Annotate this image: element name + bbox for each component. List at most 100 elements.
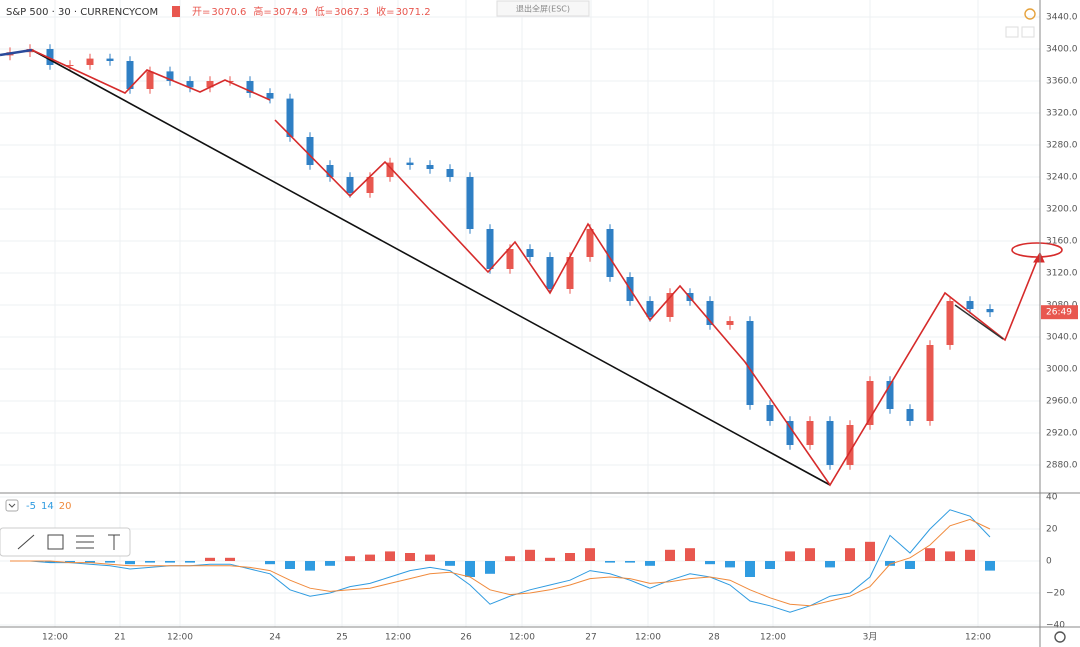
indicator-param: -5 xyxy=(26,501,36,512)
flag-icon[interactable] xyxy=(172,6,180,17)
histogram-bar xyxy=(345,556,355,561)
candle-body xyxy=(566,257,574,289)
y-tick-label: 2960.0 xyxy=(1046,397,1078,407)
histogram-bar xyxy=(185,561,195,563)
candle-body xyxy=(606,229,614,277)
toolbar xyxy=(0,527,131,557)
candle-body xyxy=(406,162,414,165)
axes: 3440.0 3400.0 3360.0 3320.0 3280.0 3240.0 3200… xyxy=(42,13,1078,643)
y-tick-label: 3000.0 xyxy=(1046,365,1078,375)
histogram-bar xyxy=(305,561,315,571)
x-tick-label: 12:00 xyxy=(965,633,991,643)
x-tick-label: 3月 xyxy=(863,632,878,643)
histogram-bar xyxy=(865,541,875,561)
candle-body xyxy=(846,425,854,465)
price-tag xyxy=(1041,305,1078,320)
candle-body xyxy=(866,381,874,425)
trend-line xyxy=(0,48,33,57)
x-tick-label: 12:00 xyxy=(760,633,786,643)
y-tick-label: −20 xyxy=(1046,589,1065,599)
ohlc-value: 3067.3 xyxy=(334,7,369,18)
histogram-bar xyxy=(745,561,755,577)
candle-body xyxy=(826,421,834,465)
histogram-bar xyxy=(65,561,75,563)
candle-body xyxy=(746,321,754,405)
tool-fib[interactable] xyxy=(76,535,94,549)
arrow xyxy=(954,304,1004,340)
x-tick-label: 28 xyxy=(708,633,720,643)
indicator-param: 20 xyxy=(59,501,72,512)
candle-body xyxy=(306,137,314,165)
ohlc-value: 3071.2 xyxy=(396,7,431,18)
candle-body xyxy=(466,177,474,229)
chevron xyxy=(8,503,16,508)
zigzag xyxy=(274,119,1041,487)
candle-body xyxy=(806,421,814,445)
candle-body xyxy=(486,229,494,269)
countdown: 26:49 xyxy=(1046,308,1072,318)
histogram-bar xyxy=(105,561,115,563)
histogram-bar xyxy=(385,551,395,561)
ohlc-label: 开= xyxy=(192,7,210,18)
tool-text[interactable] xyxy=(108,534,120,550)
y-tick-label: 40 xyxy=(1046,493,1058,503)
y-tick-label: 2920.0 xyxy=(1046,429,1078,439)
histogram-bar xyxy=(565,553,575,561)
y-tick-label: 20 xyxy=(1046,525,1058,535)
x-tick-label: 27 xyxy=(585,633,596,643)
candle-body xyxy=(426,165,434,169)
histogram-bar xyxy=(825,561,835,568)
histogram-bar xyxy=(705,561,715,565)
candle-body xyxy=(926,345,934,421)
trend-line xyxy=(31,49,831,486)
target-ellipse xyxy=(1011,242,1063,258)
histogram-bar xyxy=(605,561,615,563)
y-tick-label: 3120.0 xyxy=(1046,269,1078,279)
histogram-bar xyxy=(125,561,135,565)
collapse-button[interactable] xyxy=(5,499,19,512)
scroll-button[interactable] xyxy=(1005,26,1019,38)
tool-rect[interactable] xyxy=(47,534,64,550)
y-tick-label: 3400.0 xyxy=(1046,45,1078,55)
candle-body xyxy=(786,421,794,445)
histogram-bar xyxy=(765,561,775,569)
ohlc: 开= 3070.6 高= 3074.9 低= 3067.3 收= 3071.2 xyxy=(192,5,431,18)
exit-fullscreen[interactable] xyxy=(496,0,590,17)
candle-body xyxy=(286,98,294,137)
candle-body xyxy=(166,71,174,81)
candle-body xyxy=(906,409,914,421)
grid xyxy=(0,0,1040,627)
histogram-bar xyxy=(285,561,295,569)
ohlc-value: 3074.9 xyxy=(273,7,308,18)
histogram-bar xyxy=(725,561,735,568)
histogram-bar xyxy=(525,549,535,561)
histogram-bar xyxy=(325,561,335,566)
candle-body xyxy=(326,165,334,177)
candle-body xyxy=(726,321,734,325)
candle-body xyxy=(446,169,454,177)
scroll-button[interactable] xyxy=(1021,26,1035,38)
histogram-bar xyxy=(945,551,955,561)
x-tick-label: 12:00 xyxy=(635,633,661,643)
histogram-bar xyxy=(85,561,95,563)
y-tick-label: 3360.0 xyxy=(1046,77,1078,87)
tool-line[interactable] xyxy=(17,534,35,550)
chart-title: S&P 500 · 30 · CURRENCYCOM xyxy=(6,7,158,18)
candle-body xyxy=(146,71,154,89)
histogram-bar xyxy=(885,561,895,566)
histogram-bar xyxy=(225,557,235,561)
zigzag xyxy=(31,49,271,101)
alert-icon[interactable] xyxy=(1024,8,1036,20)
x-tick-label: 12:00 xyxy=(167,633,193,643)
settings-icon[interactable] xyxy=(1054,631,1066,643)
ohlc-label: 高= xyxy=(253,5,271,18)
candle-body xyxy=(766,405,774,421)
candle-body xyxy=(946,301,954,345)
candle-body xyxy=(206,81,214,88)
candle-body xyxy=(386,162,394,177)
candle-body xyxy=(886,381,894,409)
histogram-bar xyxy=(625,561,635,563)
candle-body xyxy=(706,301,714,325)
